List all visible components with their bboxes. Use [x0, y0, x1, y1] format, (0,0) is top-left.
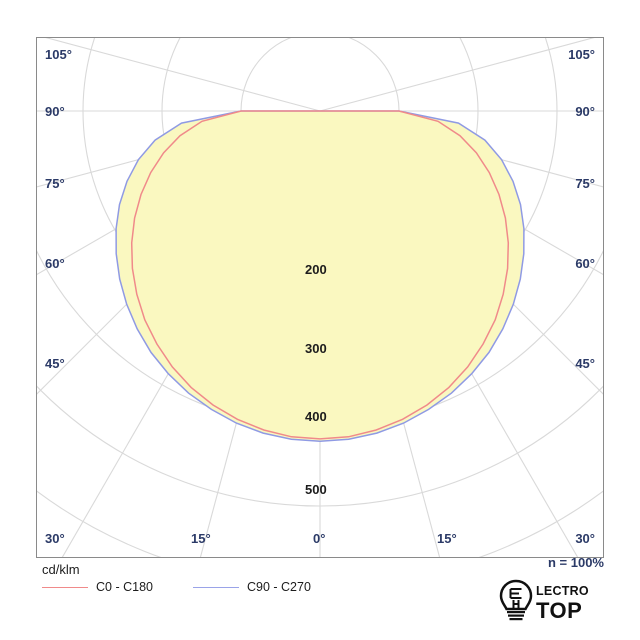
angle-label-bottom-15-left: 15° — [191, 531, 211, 546]
angle-label-right-105: 105° — [568, 47, 595, 62]
angle-label-left-45: 45° — [45, 356, 65, 371]
electrotop-logo: LECTRO TOP — [499, 579, 589, 623]
radial-label-200: 200 — [305, 262, 327, 277]
radial-label-300: 300 — [305, 341, 327, 356]
angle-label-right-90: 90° — [575, 104, 595, 119]
legend-swatch-c0-c180 — [42, 586, 88, 588]
distribution-fill — [116, 111, 524, 442]
angle-label-left-75: 75° — [45, 176, 65, 191]
polar-grid-and-curves — [37, 38, 603, 557]
radial-label-500: 500 — [305, 482, 327, 497]
radial-label-400: 400 — [305, 409, 327, 424]
angle-label-right-30: 30° — [575, 531, 595, 546]
logo-word-lectro: LECTRO — [536, 584, 589, 598]
angle-label-right-75: 75° — [575, 176, 595, 191]
legend-entry-c90-c270[interactable]: C90 - C270 — [192, 580, 311, 594]
chart-legend: cd/klm C0 - C180 C90 - C270 — [36, 562, 456, 594]
angle-label-left-90: 90° — [45, 104, 65, 119]
polar-plot-area: 105° 90° 75° 60° 45° 30° 105° 90° 75° 60… — [36, 37, 604, 558]
legend-entry-c0-c180[interactable]: C0 - C180 — [42, 580, 153, 594]
lightbulb-icon — [499, 579, 533, 621]
efficiency-note: η = 100% — [547, 556, 604, 567]
angle-label-left-30: 30° — [45, 531, 65, 546]
angle-label-left-105: 105° — [45, 47, 72, 62]
angle-label-bottom-15-right: 15° — [437, 531, 457, 546]
angle-label-right-60: 60° — [575, 256, 595, 271]
logo-word-top: TOP — [536, 598, 582, 623]
legend-swatch-c90-c270 — [192, 586, 239, 588]
angle-label-right-45: 45° — [575, 356, 595, 371]
angle-label-bottom-0: 0° — [313, 531, 326, 546]
legend-label-c90-c270: C90 - C270 — [246, 580, 311, 594]
legend-unit-label: cd/klm — [42, 562, 80, 577]
angle-label-left-60: 60° — [45, 256, 65, 271]
curve-c0-c180 — [130, 110, 510, 440]
legend-label-c0-c180: C0 - C180 — [96, 580, 153, 594]
